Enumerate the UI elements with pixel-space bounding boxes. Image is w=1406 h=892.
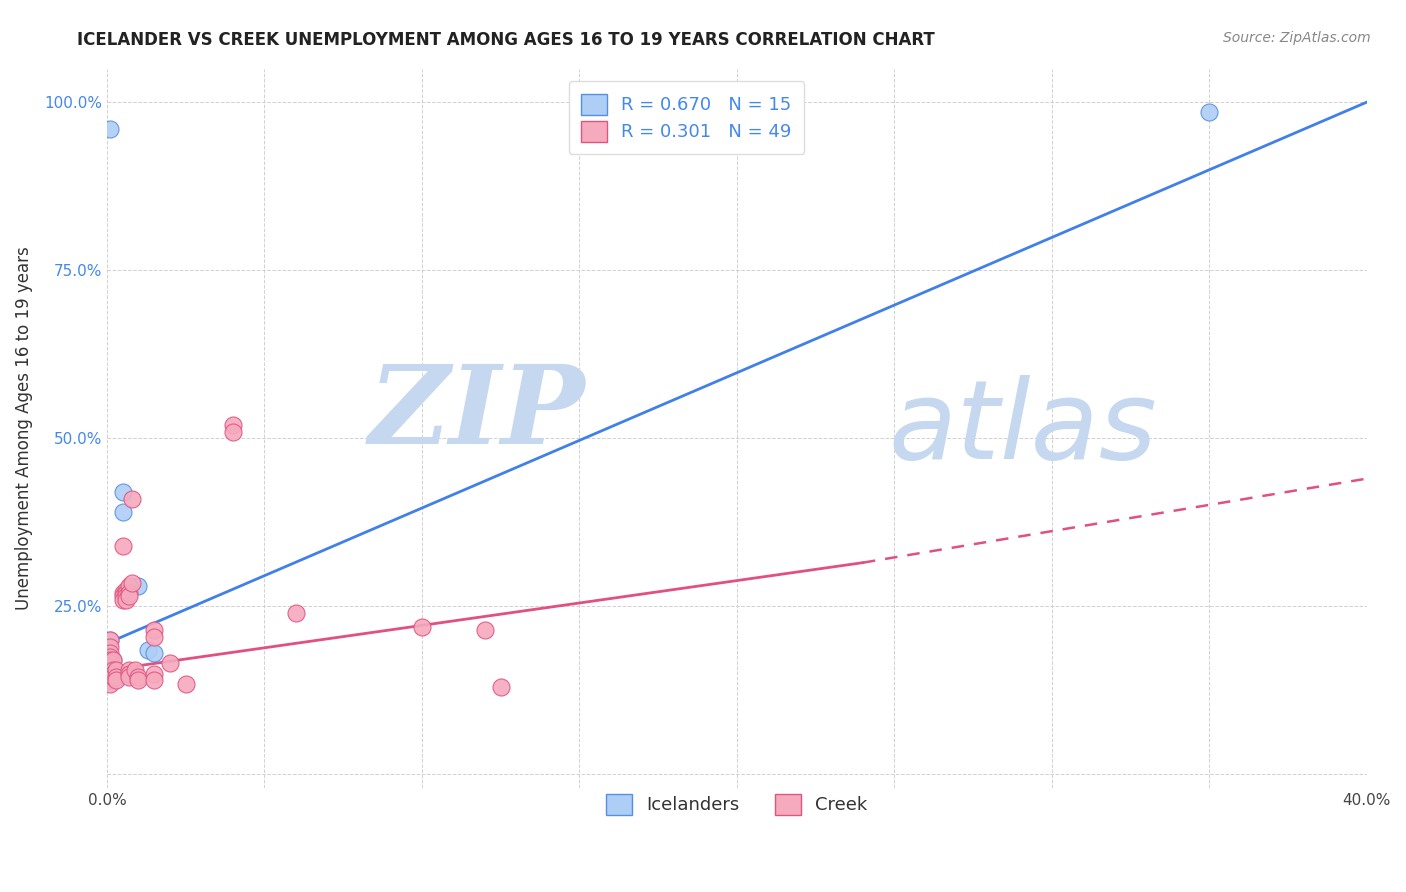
Text: Source: ZipAtlas.com: Source: ZipAtlas.com <box>1223 31 1371 45</box>
Point <box>143 666 166 681</box>
Point <box>105 670 128 684</box>
Point <box>103 666 125 681</box>
Point <box>105 673 128 688</box>
Point <box>105 670 128 684</box>
Point <box>103 653 125 667</box>
Point <box>118 586 141 600</box>
Point <box>127 673 149 688</box>
Point <box>115 586 138 600</box>
Point <box>118 666 141 681</box>
Point <box>174 676 197 690</box>
Text: atlas: atlas <box>889 375 1157 482</box>
Point <box>111 589 134 603</box>
Text: ZIP: ZIP <box>370 360 586 467</box>
Point <box>127 579 149 593</box>
Point <box>222 417 245 432</box>
Point <box>121 491 143 506</box>
Point <box>98 660 121 674</box>
Point <box>222 425 245 439</box>
Point <box>121 575 143 590</box>
Point <box>143 647 166 661</box>
Point <box>124 663 146 677</box>
Point <box>111 586 134 600</box>
Text: ICELANDER VS CREEK UNEMPLOYMENT AMONG AGES 16 TO 19 YEARS CORRELATION CHART: ICELANDER VS CREEK UNEMPLOYMENT AMONG AG… <box>77 31 935 49</box>
Point <box>103 653 125 667</box>
Point <box>98 660 121 674</box>
Point <box>1198 105 1220 120</box>
Point <box>98 666 121 681</box>
Point <box>98 649 121 664</box>
Point <box>98 647 121 661</box>
Point <box>98 653 121 667</box>
Point <box>98 640 121 654</box>
Point <box>115 589 138 603</box>
Point <box>159 657 181 671</box>
Point <box>118 670 141 684</box>
Legend: Icelanders, Creek: Icelanders, Creek <box>596 783 879 826</box>
Point <box>105 666 128 681</box>
Point <box>111 505 134 519</box>
Point <box>98 649 121 664</box>
Point <box>98 632 121 647</box>
Point <box>111 592 134 607</box>
Point <box>136 643 159 657</box>
Point <box>98 663 121 677</box>
Point <box>103 663 125 677</box>
Point <box>143 673 166 688</box>
Point <box>474 623 496 637</box>
Point <box>98 122 121 136</box>
Point <box>118 589 141 603</box>
Point <box>98 632 121 647</box>
Point <box>105 663 128 677</box>
Point <box>98 673 121 688</box>
Point <box>411 619 433 633</box>
Point <box>143 630 166 644</box>
Point <box>115 582 138 597</box>
Y-axis label: Unemployment Among Ages 16 to 19 years: Unemployment Among Ages 16 to 19 years <box>15 246 32 610</box>
Point <box>111 485 134 500</box>
Point <box>98 663 121 677</box>
Point <box>118 663 141 677</box>
Point <box>127 670 149 684</box>
Point <box>98 676 121 690</box>
Point <box>103 660 125 674</box>
Point <box>143 623 166 637</box>
Point <box>118 579 141 593</box>
Point <box>103 670 125 684</box>
Point <box>111 539 134 553</box>
Point <box>489 680 512 694</box>
Point <box>115 592 138 607</box>
Point <box>98 657 121 671</box>
Point <box>284 606 307 620</box>
